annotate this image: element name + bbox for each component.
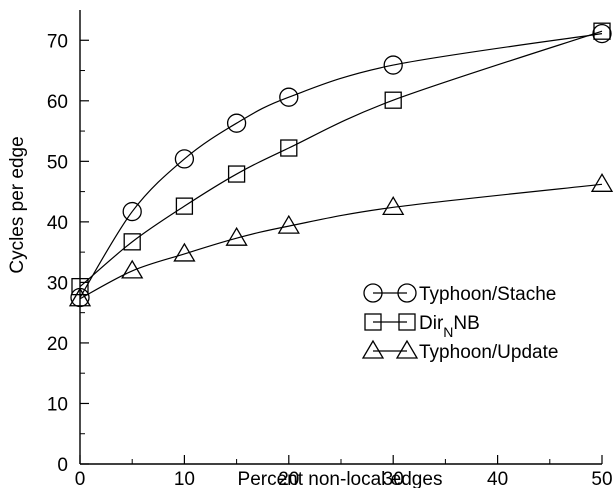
- data-point-square: [123, 233, 141, 251]
- data-point-triangle: [173, 242, 196, 262]
- legend-label: Typhoon/Stache: [419, 284, 556, 305]
- x-tick-label: 50: [591, 469, 612, 488]
- legend-marker: [398, 313, 416, 331]
- x-tick-label: 10: [174, 469, 195, 488]
- y-axis-title: Cycles per edge: [7, 136, 28, 273]
- x-tick-label: 40: [487, 469, 508, 488]
- series-line-circle: [79, 33, 603, 298]
- data-point-square: [593, 22, 611, 40]
- data-point-triangle: [68, 287, 92, 307]
- legend-label: Typhoon/Update: [419, 342, 558, 363]
- series-line-square: [79, 30, 603, 288]
- data-point-triangle: [225, 226, 248, 246]
- y-tick-label: 60: [47, 92, 68, 113]
- legend-item-triangle: Typhoon/Update: [361, 339, 558, 363]
- legend-marker: [397, 283, 417, 303]
- series-square: [71, 22, 611, 296]
- series-triangle: [68, 173, 614, 307]
- y-tick-label: 30: [47, 273, 68, 294]
- y-tick-label: 50: [47, 152, 68, 173]
- x-axis-title: Percent non-local edges: [238, 469, 443, 488]
- series-line-triangle: [79, 183, 603, 300]
- x-tick-label: 0: [75, 469, 86, 488]
- data-point-triangle: [121, 259, 144, 279]
- legend-marker: [395, 339, 419, 359]
- series-layer: [68, 22, 614, 308]
- data-point-circle: [174, 149, 195, 169]
- data-point-square: [227, 165, 246, 183]
- x-tick-label: 30: [383, 469, 404, 488]
- legend-marker: [361, 339, 385, 359]
- y-tick-label: 40: [47, 213, 68, 234]
- legend-marker: [364, 313, 382, 331]
- data-point-square: [280, 139, 298, 157]
- data-point-circle: [226, 113, 247, 133]
- y-tick-label: 20: [47, 334, 68, 355]
- axes: 0 10 20 30 40 50 60 70 0 10 20 30 40 50: [47, 10, 613, 490]
- data-point-triangle: [277, 214, 300, 234]
- data-point-square: [71, 277, 89, 296]
- legend-item-circle: Typhoon/Stache: [363, 283, 556, 305]
- data-point-circle: [279, 87, 299, 107]
- data-point-circle: [383, 55, 403, 75]
- legend-marker: [363, 283, 383, 303]
- data-point-triangle: [382, 196, 405, 215]
- data-point-circle: [122, 201, 142, 222]
- legend-label: DirNNB: [419, 313, 480, 340]
- x-tick-label: 20: [278, 469, 299, 488]
- data-point-square: [384, 91, 402, 109]
- y-tick-label: 70: [47, 31, 68, 52]
- y-tick-label: 0: [57, 455, 68, 476]
- legend-item-square: DirNNB: [364, 313, 480, 340]
- data-point-square: [175, 197, 194, 215]
- data-point-triangle: [590, 173, 614, 192]
- y-tick-label: 10: [47, 394, 68, 415]
